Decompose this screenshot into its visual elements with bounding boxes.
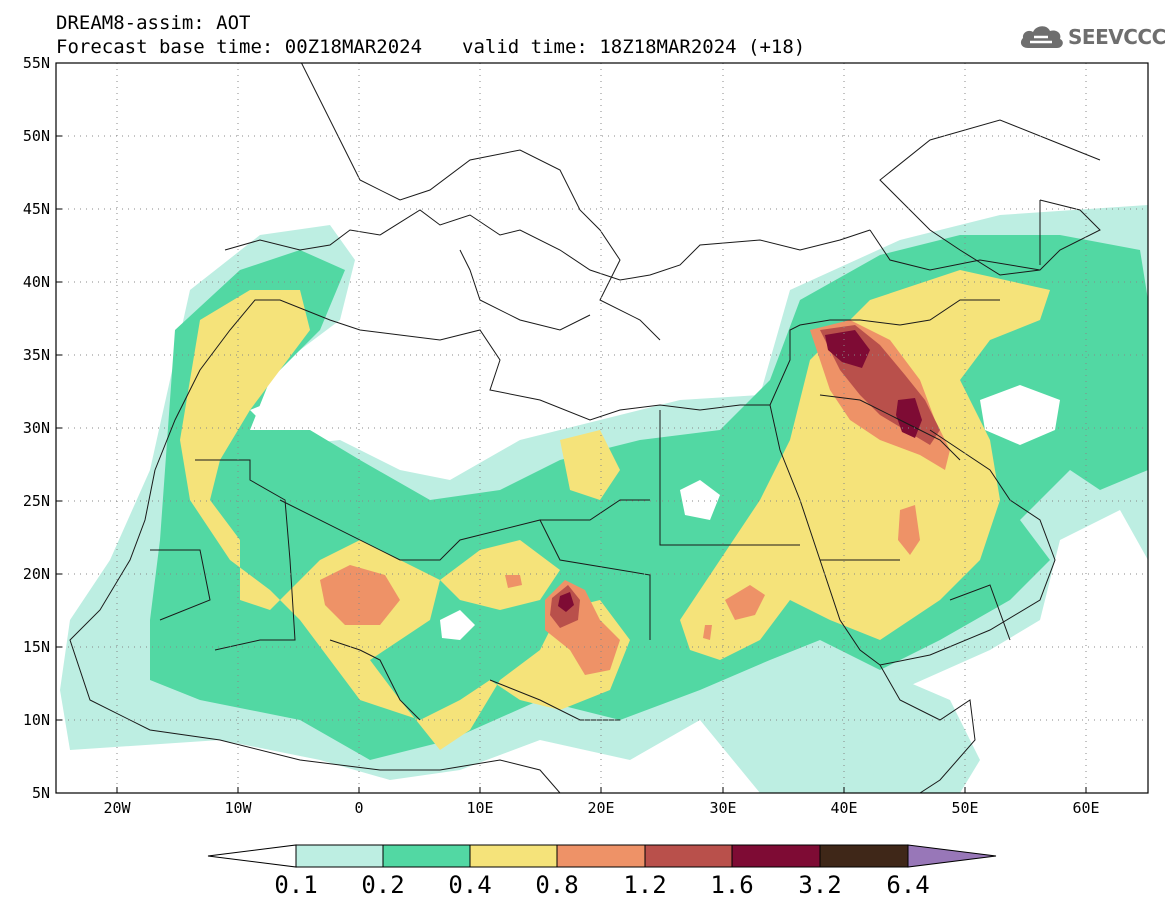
- lat-label-40n: 40N: [23, 273, 50, 291]
- time-info: Forecast base time: 00Z18MAR2024 valid ti…: [56, 36, 805, 58]
- aot-clear-regions: [250, 385, 1060, 640]
- lat-label-25n: 25N: [23, 492, 50, 510]
- lon-label-60e: 60E: [1072, 799, 1099, 817]
- colorbar-bin-1.6: [731, 844, 821, 868]
- logo-text: SEEVCCC: [1068, 25, 1165, 49]
- colorbar-label-6.4: 6.4: [886, 871, 929, 899]
- lat-label-20n: 20N: [23, 565, 50, 583]
- colorbar-label-0.4: 0.4: [448, 871, 491, 899]
- lat-label-10n: 10N: [23, 711, 50, 729]
- colorbar-high-arrow: [907, 844, 997, 868]
- colorbar-label-1.6: 1.6: [710, 871, 753, 899]
- lon-label-20w: 20W: [103, 799, 131, 817]
- colorbar-bin-0.1: [295, 844, 384, 868]
- lat-label-5n: 5N: [32, 784, 50, 802]
- lon-label-40e: 40E: [830, 799, 857, 817]
- colorbar-label-3.2: 3.2: [798, 871, 841, 899]
- lat-label-30n: 30N: [23, 419, 50, 437]
- graticule: [56, 63, 1148, 793]
- lon-label-10e: 10E: [466, 799, 493, 817]
- colorbar-bin-1.2: [644, 844, 733, 868]
- lat-label-50n: 50N: [23, 127, 50, 145]
- colorbar-low-arrow: [207, 844, 297, 868]
- lat-label-15n: 15N: [23, 638, 50, 656]
- lon-label-20e: 20E: [587, 799, 614, 817]
- longitude-labels: 20W 10W 0 10E 20E 30E 40E 50E 60E: [103, 799, 1099, 817]
- colorbar-bin-0.2: [382, 844, 471, 868]
- lon-label-10w: 10W: [224, 799, 252, 817]
- aot-field: [60, 205, 1148, 793]
- lat-label-55n: 55N: [23, 54, 50, 72]
- valid-time: valid time: 18Z18MAR2024 (+18): [462, 36, 806, 58]
- lon-label-30e: 30E: [709, 799, 736, 817]
- cloud-logo-icon: [1020, 26, 1063, 48]
- colorbar-bin-0.4: [469, 844, 558, 868]
- lat-label-35n: 35N: [23, 346, 50, 364]
- base-time: Forecast base time: 00Z18MAR2024: [56, 36, 423, 58]
- latitude-labels: 55N 50N 45N 40N 35N 30N 25N 20N 15N 10N …: [23, 54, 50, 802]
- lon-label-0: 0: [354, 799, 363, 817]
- coastlines: [69, 63, 1101, 793]
- colorbar-label-0.2: 0.2: [361, 871, 404, 899]
- tick-marks: [56, 135, 1087, 793]
- colorbar-label-0.1: 0.1: [274, 871, 317, 899]
- colorbar-bin-3.2: [819, 844, 909, 868]
- colorbar-label-1.2: 1.2: [623, 871, 666, 899]
- map-title: DREAM8-assim: AOT: [56, 12, 251, 34]
- colorbar: 0.1 0.2 0.4 0.8 1.2 1.6 3.2 6.4: [207, 844, 997, 899]
- seevccc-logo: SEEVCCC: [1018, 22, 1165, 52]
- lat-label-45n: 45N: [23, 200, 50, 218]
- colorbar-label-0.8: 0.8: [535, 871, 578, 899]
- colorbar-bin-0.8: [556, 844, 646, 868]
- lon-label-50e: 50E: [951, 799, 978, 817]
